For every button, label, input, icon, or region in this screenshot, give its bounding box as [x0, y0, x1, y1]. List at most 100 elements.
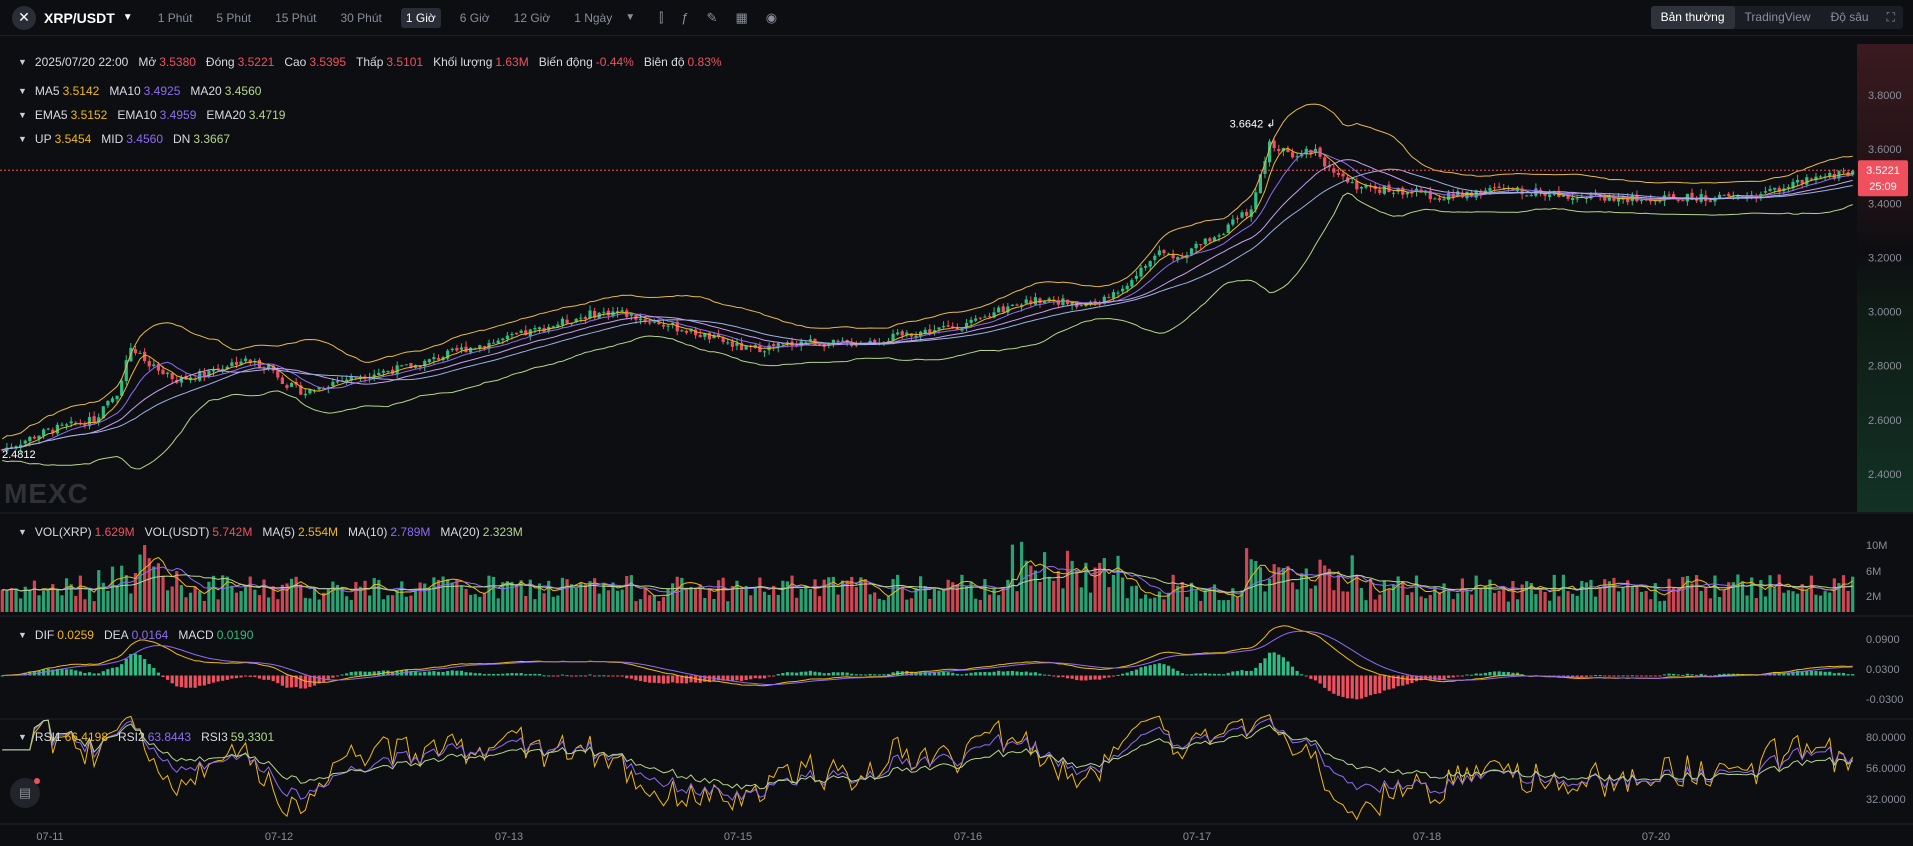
legend-value: 3.3667 [193, 132, 231, 146]
candle-body [1626, 196, 1630, 203]
volume-bar [560, 577, 565, 612]
collapse-icon[interactable]: ▼ [18, 527, 27, 537]
interval-tab[interactable]: 1 Giờ [400, 7, 441, 28]
tab-basic[interactable]: Bản thường [1650, 6, 1735, 29]
pair-title[interactable]: XRP/USDT [44, 9, 115, 26]
volume-bar [570, 584, 574, 612]
volume-bar [1245, 548, 1249, 612]
volume-bar [703, 597, 707, 612]
candle-body [1841, 171, 1846, 173]
volume-bar [1162, 599, 1166, 612]
candle-body [615, 311, 620, 313]
volume-bar [0, 589, 4, 612]
interval-tab[interactable]: 5 Phút [216, 10, 252, 25]
volume-bar [1805, 589, 1809, 612]
legend-value: 5.742M [212, 525, 253, 539]
volume-bar [491, 576, 496, 612]
interval-tab[interactable]: 6 Giờ [459, 10, 490, 25]
volume-bar [1497, 590, 1501, 612]
interval-tab[interactable]: 1 Phút [157, 10, 193, 25]
notification-dot [34, 778, 40, 784]
interval-tab[interactable]: 15 Phút [275, 10, 317, 25]
volume-bar [992, 588, 996, 612]
candle-body [1681, 200, 1685, 202]
volume-bar [694, 587, 698, 612]
macd-histogram-bar [83, 672, 87, 676]
macd-histogram-bar [1497, 671, 1501, 676]
legend-label: EMA10 [117, 108, 157, 122]
rsi2-line [2, 717, 1854, 802]
fullscreen-icon[interactable]: ⛶ [1886, 10, 1895, 24]
close-icon[interactable]: ✕ [12, 5, 36, 30]
collapse-icon[interactable]: ▼ [18, 86, 27, 96]
volume-bar [221, 575, 225, 612]
tab-depth[interactable]: Độ sâu [1830, 10, 1869, 24]
tab-tradingview[interactable]: TradingView [1744, 10, 1811, 24]
volume-bar [340, 588, 344, 612]
pencil-icon[interactable]: ✎ [706, 9, 718, 25]
volume-bar [1240, 590, 1244, 612]
volume-bar [629, 575, 633, 612]
candle-body [997, 307, 1001, 313]
volume-bar [216, 599, 220, 612]
collapse-icon[interactable]: ▼ [18, 110, 27, 120]
candle-body [1199, 244, 1203, 246]
macd-histogram-bar [55, 668, 60, 676]
macd-histogram-bar [1653, 675, 1657, 677]
notes-button[interactable]: ▤ [10, 778, 40, 808]
candle-body [808, 339, 813, 342]
candle-body [1447, 193, 1451, 200]
collapse-icon[interactable]: ▼ [18, 134, 27, 144]
macd-histogram-bar [1520, 674, 1524, 676]
volume-bar [1474, 575, 1478, 612]
interval-tab[interactable]: 30 Phút [340, 10, 382, 25]
candle-body [152, 364, 156, 367]
macd-histogram-bar [1199, 673, 1203, 676]
interval-tab[interactable]: 12 Giờ [513, 10, 551, 25]
candle-body [643, 319, 647, 322]
formula-icon[interactable]: ƒ [681, 9, 689, 25]
macd-histogram-bar [827, 672, 831, 676]
interval-tab[interactable]: 1 Ngày [574, 10, 613, 25]
macd-histogram-bar [230, 675, 234, 679]
candle-body [1148, 261, 1152, 267]
macd-histogram-bar [299, 675, 303, 689]
macd-histogram-bar [1001, 671, 1005, 676]
candle-body [1676, 199, 1680, 201]
macd-histogram-bar [1561, 675, 1566, 677]
candle-body [914, 335, 918, 338]
macd-histogram-bar [1134, 669, 1139, 676]
volume-bar [1851, 576, 1855, 612]
volume-bar [1502, 588, 1506, 612]
candle-body [179, 377, 183, 383]
volume-bar [42, 590, 46, 612]
legend-label: RSI2 [118, 730, 145, 744]
macd-histogram-bar [1157, 663, 1161, 676]
macd-histogram-bar [629, 675, 633, 679]
camera-icon[interactable]: ◉ [765, 9, 778, 25]
indicator-icon[interactable]: ⫿ [659, 9, 664, 25]
volume-bar [455, 579, 459, 612]
interval-dropdown-icon[interactable]: ▼ [625, 12, 636, 23]
volume-bar [873, 592, 877, 612]
collapse-icon[interactable]: ▼ [18, 630, 27, 640]
pair-dropdown-icon[interactable]: ▼ [122, 12, 133, 23]
volume-bar [790, 575, 794, 612]
macd-histogram-bar [997, 670, 1001, 676]
layout-icon[interactable]: ▦ [735, 9, 748, 25]
macd-histogram-bar [1111, 675, 1116, 677]
candle-body [381, 370, 386, 373]
candle-body [60, 424, 64, 426]
volume-bar [716, 580, 721, 612]
candle-body [1359, 186, 1364, 189]
macd-histogram-bar [1639, 675, 1644, 677]
macd-histogram-bar [1511, 672, 1515, 676]
collapse-icon[interactable]: ▼ [18, 57, 27, 67]
macd-histogram-bar [74, 670, 78, 676]
volume-bar [1102, 557, 1106, 612]
candle-body [271, 365, 275, 371]
collapse-icon[interactable]: ▼ [18, 732, 27, 742]
volume-bar [1704, 587, 1708, 612]
candle-body [1672, 194, 1676, 199]
